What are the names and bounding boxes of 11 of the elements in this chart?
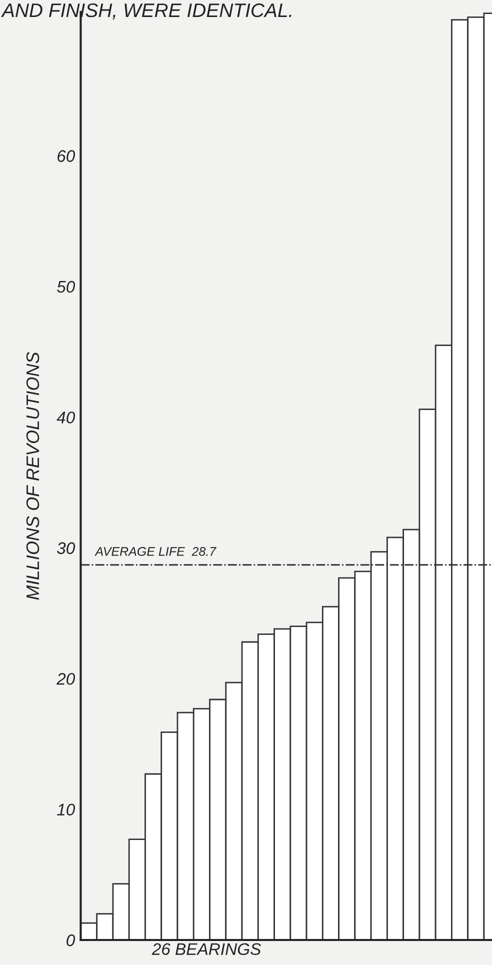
y-tick-label: 10 <box>57 804 76 816</box>
y-tick-label: 20 <box>56 672 76 685</box>
y-tick-label: 30 <box>57 542 76 554</box>
ref-line-label: AVERAGE LIFE 28.7 <box>94 547 216 556</box>
y-tick-label: 60 <box>58 150 76 162</box>
y-tick-label: 50 <box>56 280 76 293</box>
y-tick-label: 40 <box>56 412 76 424</box>
x-axis-title: 26 BEARINGS <box>152 943 261 956</box>
y-tick-label: 0 <box>66 934 76 946</box>
chart-title: AND FINISH, WERE IDENTICAL. <box>1 3 292 20</box>
y-axis-title: MILLIONS OF REVOLUTIONS <box>26 352 40 600</box>
